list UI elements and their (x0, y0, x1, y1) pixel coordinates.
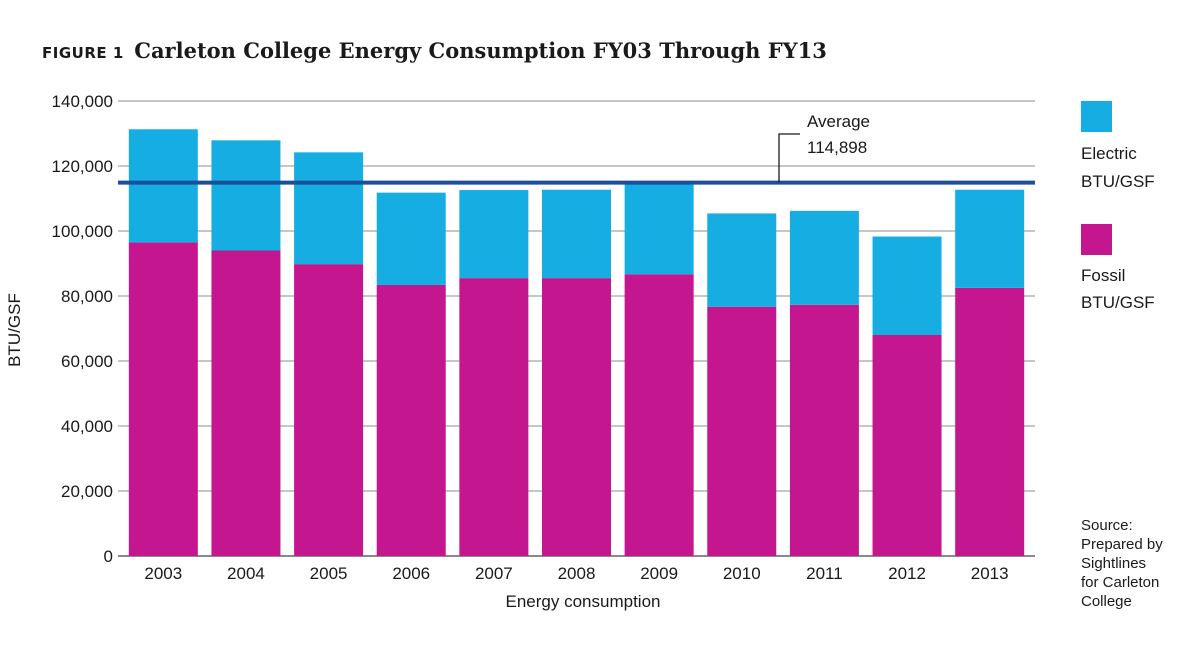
x-tick-label: 2012 (888, 564, 926, 583)
bar-fossil-2004 (211, 250, 281, 556)
y-tick-label: 60,000 (61, 352, 113, 371)
y-tick-label: 140,000 (52, 92, 113, 111)
bar-fossil-2007 (459, 278, 529, 556)
x-axis-title: Energy consumption (506, 592, 661, 611)
bar-electric-2007 (459, 190, 529, 279)
average-line-group: Average 114,898 (118, 112, 1035, 185)
source-note: Source: Prepared by Sightlines for Carle… (1081, 517, 1163, 610)
bar-electric-2003 (128, 129, 198, 243)
y-tick-label: 100,000 (52, 222, 113, 241)
bar-electric-2005 (294, 152, 364, 265)
x-tick-label: 2009 (640, 564, 678, 583)
y-tick-label: 120,000 (52, 157, 113, 176)
legend-label: Fossil (1081, 266, 1125, 285)
bar-fossil-2011 (789, 304, 859, 556)
x-tick-label: 2007 (475, 564, 513, 583)
bar-fossil-2008 (542, 278, 611, 556)
bar-electric-2013 (955, 189, 1025, 288)
x-tick-label: 2003 (144, 564, 182, 583)
bar-electric-2008 (542, 189, 611, 279)
bar-electric-2010 (707, 213, 777, 307)
x-tick-label: 2011 (806, 564, 843, 583)
x-tick-label: 2008 (558, 564, 596, 583)
bar-fossil-2003 (128, 242, 198, 556)
y-axis-ticks: 0 20,000 40,000 60,000 80,000 100,000 120,000 1… (52, 92, 113, 566)
bar-electric-2012 (872, 236, 942, 335)
bar-fossil-2013 (955, 287, 1025, 556)
bar-electric-2011 (789, 210, 859, 305)
bar-electric-2004 (211, 140, 281, 251)
y-tick-label: 0 (104, 547, 113, 566)
bar-fossil-2009 (624, 274, 694, 556)
average-label: Average (807, 112, 870, 131)
legend-swatch-fossil (1081, 224, 1112, 255)
figure-title: FIGURE 1 Carleton College Energy Consump… (42, 38, 827, 63)
legend: Electric BTU/GSF Fossil BTU/GSF (1081, 101, 1155, 312)
chart-title: Carleton College Energy Consumption FY03… (134, 38, 827, 63)
y-tick-label: 80,000 (61, 287, 113, 306)
x-tick-label: 2010 (723, 564, 761, 583)
average-callout-line (778, 133, 800, 183)
bar-fossil-2012 (872, 335, 942, 556)
bar-fossil-2006 (376, 284, 446, 556)
legend-label: Electric (1081, 144, 1137, 163)
y-tick-label: 20,000 (61, 482, 113, 501)
legend-swatch-electric (1081, 101, 1112, 132)
average-value-label: 114,898 (807, 138, 867, 157)
bar-fossil-2005 (294, 264, 364, 556)
y-axis-title: BTU/GSF (5, 293, 24, 367)
y-tick-label: 40,000 (61, 417, 113, 436)
bar-fossil-2010 (707, 306, 777, 556)
bar-electric-2009 (624, 181, 694, 275)
legend-label: BTU/GSF (1081, 293, 1155, 312)
x-axis-ticks: 2003 2004 2005 2006 2007 2008 2009 2010 2011 2012… (144, 564, 1008, 583)
bars (128, 129, 1025, 556)
x-tick-label: 2004 (227, 564, 265, 583)
x-tick-label: 2005 (310, 564, 348, 583)
figure-label: FIGURE 1 (42, 44, 124, 62)
bar-electric-2006 (376, 192, 446, 285)
legend-label: BTU/GSF (1081, 172, 1155, 191)
x-tick-label: 2013 (971, 564, 1009, 583)
x-tick-label: 2006 (392, 564, 430, 583)
